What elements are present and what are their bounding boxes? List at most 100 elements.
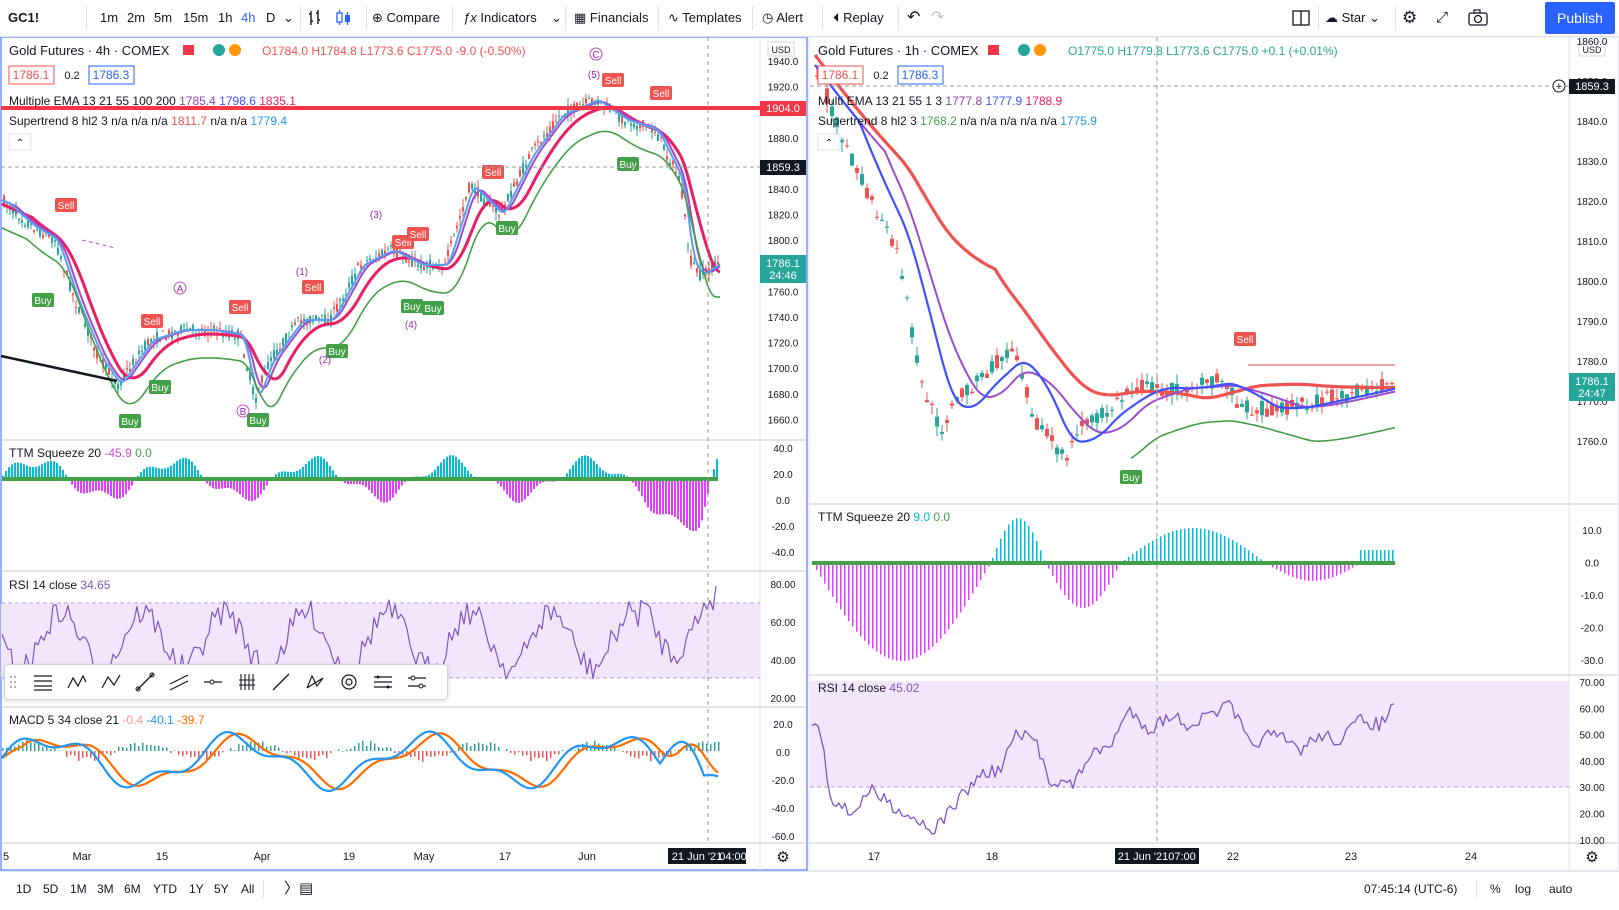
xabcd-pattern-icon[interactable] [67,672,87,692]
interval-d[interactable]: D [266,0,275,36]
candle-body [291,325,293,327]
layout-icon[interactable] [1291,8,1311,28]
ttm-bar [524,479,526,500]
settings-icon[interactable]: ⚙ [1402,0,1417,36]
interval-dropdown-chevron-down-icon[interactable]: ⌄ [283,0,294,36]
pattern-icon[interactable] [305,672,325,692]
axis-tick-label: 1820.0 [1577,197,1608,208]
range-3m[interactable]: 3M [97,872,114,906]
templates-button[interactable]: ∿ Templates [668,0,742,36]
candle-body [282,339,284,346]
long-position-icon[interactable] [237,672,257,692]
fullscreen-icon[interactable]: ⤢ [1436,0,1448,36]
range-ytd[interactable]: YTD [153,872,177,906]
undo-icon[interactable]: ↶ [907,0,920,36]
range-1d[interactable]: 1D [16,872,31,906]
interval-15m[interactable]: 15m [183,0,208,36]
range-5d[interactable]: 5D [43,872,58,906]
ttm-bar [452,455,454,479]
right-flag-icon[interactable] [988,45,999,55]
ttm-bar [904,563,906,661]
axis-tick-label: 1820.0 [768,211,799,222]
candle-body [1075,434,1079,435]
layout-menu-button[interactable]: ☁ Star ⌄ [1325,0,1380,36]
axis-tick-label: -60.0 [772,832,795,843]
buy-signal-label: Buy [424,304,441,315]
interval-2m[interactable]: 2m [127,0,145,36]
left-ttm-legend[interactable]: TTM Squeeze 20 -45.9 0.0 [9,446,152,460]
candle-body [132,359,134,365]
financials-button[interactable]: ▦ Financials [574,0,648,36]
range-5y[interactable]: 5Y [214,872,229,906]
ttm-bar [868,563,870,645]
ttm-bar [125,479,127,494]
candle-style-icon[interactable] [333,8,357,28]
ttm-bar [380,479,382,502]
right-supertrend-legend[interactable]: Supertrend 8 hl2 3 1768.2 n/a n/a n/a n/… [818,114,1097,128]
range-6m[interactable]: 6M [124,872,141,906]
ttm-bar [1024,521,1026,563]
redo-icon[interactable]: ↷ [931,0,944,36]
divider [898,6,899,30]
macd-hist-bar [354,746,356,751]
right-axis-settings-icon[interactable]: ⚙ [1585,849,1598,866]
ttm-bar [1244,548,1246,563]
ray-icon[interactable] [271,672,291,692]
parallel-channel-icon[interactable] [373,672,393,692]
ttm-bar [1092,563,1094,604]
left-supertrend-legend[interactable]: Supertrend 8 hl2 3 n/a n/a n/a 1811.7 n/… [9,114,287,128]
interval-4h[interactable]: 4h [241,0,255,36]
more-drawings-icon[interactable] [407,672,427,692]
interval-1h[interactable]: 1h [218,0,232,36]
indicators-button[interactable]: ƒx Indicators [463,0,537,36]
abc-pattern-icon[interactable] [101,672,121,692]
templates-label: Templates [682,10,741,25]
right-rsi-legend[interactable]: RSI 14 close 45.02 [818,681,920,695]
range-all[interactable]: All [241,872,254,906]
drag-handle-icon[interactable] [9,672,17,692]
fib-retracement-icon[interactable] [33,672,53,692]
trend-line-icon[interactable] [135,672,155,692]
candle-body [1045,429,1049,437]
left-flag-icon[interactable] [183,45,194,55]
percent-toggle[interactable]: % [1490,872,1501,906]
ttm-bar [1200,528,1202,563]
symbol-search[interactable]: GC1! [8,0,39,36]
log-toggle[interactable]: log [1515,872,1531,906]
auto-toggle[interactable]: auto [1549,872,1572,906]
range-1m[interactable]: 1M [70,872,87,906]
left-axis-settings-icon[interactable]: ⚙ [776,849,789,866]
macd-hist-bar [178,751,180,755]
calendar-goto-icon[interactable]: 〉▤ [284,872,313,906]
macd-hist-bar [306,751,308,758]
right-ttm-legend[interactable]: TTM Squeeze 20 9.0 0.0 [818,510,950,524]
ttm-bar [1232,540,1234,563]
camera-icon[interactable] [1467,8,1489,28]
interval-5m[interactable]: 5m [154,0,172,36]
channel-icon[interactable] [169,672,189,692]
candle-body [318,318,320,319]
sell-signal-label: Sell [410,230,427,241]
charts-area: SellBuySellBuyBuySellBuySellBuySellSellB… [0,37,1619,871]
replay-button[interactable]: ⏴ Replay [833,0,884,36]
curve-icon[interactable] [339,672,359,692]
time-tick-label: Jun [578,851,596,863]
range-1y[interactable]: 1Y [189,872,204,906]
ttm-bar [596,464,598,479]
horizontal-ray-icon[interactable] [203,672,223,692]
ttm-bar [1008,524,1010,563]
left-ema-legend[interactable]: Multiple EMA 13 21 55 100 200 1785.4 179… [9,94,296,108]
interval-1m[interactable]: 1m [100,0,118,36]
clock-time[interactable]: 07:45:14 (UTC-6) [1364,872,1457,906]
ttm-bar [956,563,958,618]
left-rsi-legend[interactable]: RSI 14 close 34.65 [9,578,111,592]
ttm-bar [932,563,934,647]
ttm-bar [1220,534,1222,563]
alert-button[interactable]: ◷ Alert [762,0,803,36]
left-macd-legend[interactable]: MACD 5 34 close 21 -0.4 -40.1 -39.7 [9,713,205,727]
publish-button[interactable]: Publish [1545,2,1615,34]
right-ema-legend[interactable]: Multi EMA 13 21 55 1 3 1777.8 1777.9 178… [818,94,1063,108]
indicators-dropdown-chevron-down-icon[interactable]: ⌄ [551,0,562,36]
bar-style-icon[interactable] [306,8,326,28]
compare-button[interactable]: ⊕ Compare [372,0,440,36]
